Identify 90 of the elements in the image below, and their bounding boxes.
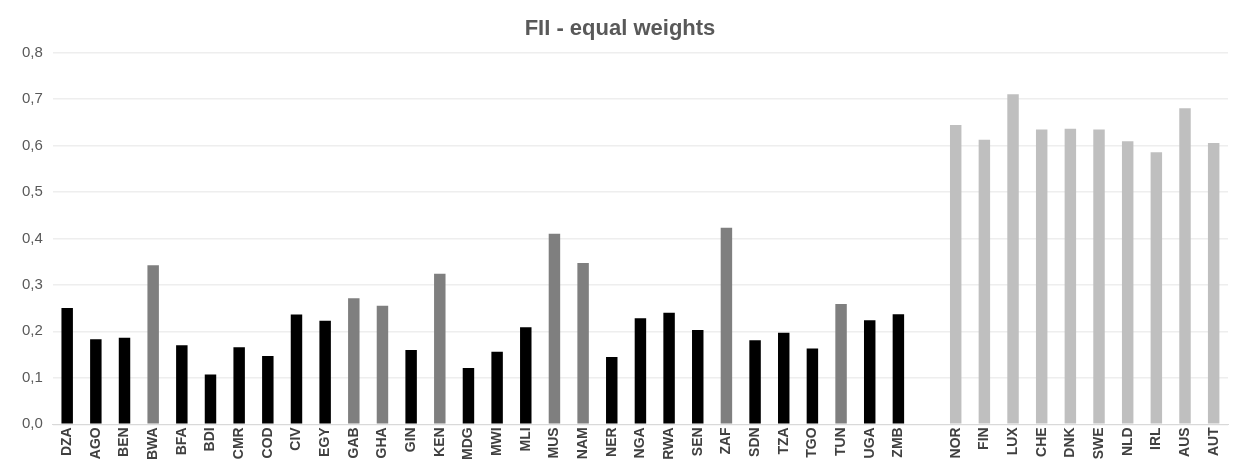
x-tick-label: NAM [573, 427, 590, 460]
bar [749, 340, 761, 424]
x-tick-label: LUX [1003, 426, 1020, 456]
y-tick-label: 0,6 [21, 135, 43, 153]
bar [949, 124, 962, 424]
bar [548, 233, 561, 424]
bar [1150, 152, 1163, 424]
y-tick-label: 0,5 [21, 182, 43, 200]
bar [835, 303, 847, 424]
bar [577, 263, 589, 424]
x-tick-label: MWI [487, 427, 504, 457]
x-tick-label: SWE [1089, 427, 1106, 460]
bar [1007, 94, 1019, 424]
bar [462, 368, 475, 424]
bar [491, 351, 503, 424]
bar [1207, 143, 1220, 424]
x-tick-label: GIN [401, 427, 418, 453]
bar [376, 305, 389, 424]
bar [405, 349, 417, 424]
x-tick-label: MLI [516, 427, 533, 452]
x-tick-label: SEN [688, 427, 705, 457]
bar [720, 227, 733, 424]
x-tick-label: NGA [631, 427, 648, 459]
x-tick-label: BWA [144, 427, 161, 461]
bar [1121, 141, 1134, 424]
x-tick-label: AUT [1204, 426, 1221, 457]
y-tick-label: 0,8 [21, 42, 43, 60]
x-tick-label: IRL [1147, 426, 1164, 450]
bar [778, 332, 790, 424]
y-tick-label: 0,0 [21, 414, 43, 432]
y-tick-label: 0,2 [21, 321, 43, 339]
bar [520, 327, 532, 424]
x-tick-label: NER [602, 427, 619, 457]
bar [233, 347, 245, 424]
x-tick-label: ZMB [889, 427, 906, 458]
x-tick-label: CIV [287, 426, 304, 451]
x-tick-label: RWA [659, 427, 676, 460]
bar [1179, 108, 1191, 424]
x-tick-label: AUS [1175, 427, 1192, 457]
x-tick-label: TGO [803, 427, 820, 458]
x-tick-label: ZAF [717, 426, 734, 455]
bar [348, 298, 360, 424]
bar [892, 314, 905, 424]
x-tick-label: TUN [831, 427, 848, 457]
bar [118, 337, 131, 424]
x-tick-label: TZA [774, 427, 791, 455]
x-tick-label: GHA [373, 427, 390, 459]
x-tick-label: SDN [745, 427, 762, 457]
bar [606, 356, 618, 424]
bar [61, 308, 73, 424]
bar [204, 374, 217, 424]
x-tick-label: GAB [344, 427, 361, 459]
x-tick-label: EGY [316, 426, 332, 457]
bar [434, 273, 446, 424]
bar [90, 339, 102, 424]
x-tick-label: AGO [86, 427, 103, 460]
x-tick-label: FIN [975, 427, 992, 450]
bar [1064, 128, 1077, 424]
x-tick-label: CMR [230, 427, 247, 460]
bar [319, 320, 331, 424]
x-tick-label: UGA [860, 427, 877, 459]
x-tick-label: MUS [545, 427, 562, 459]
x-tick-label: BDI [201, 427, 218, 452]
x-tick-label: CHE [1032, 427, 1049, 457]
y-tick-label: 0,1 [21, 367, 43, 385]
y-tick-label: 0,7 [21, 89, 43, 107]
x-tick-label: DNK [1061, 427, 1078, 458]
bar [1093, 129, 1105, 424]
x-tick-label: COD [258, 427, 275, 459]
bar [262, 355, 274, 424]
x-tick-label: DZA [58, 427, 75, 457]
bar [634, 318, 647, 424]
x-tick-label: NOR [946, 427, 963, 459]
bar [978, 139, 991, 424]
bar [1035, 129, 1048, 424]
chart-title: FII - equal weights [524, 15, 716, 41]
y-tick-label: 0,3 [21, 275, 43, 292]
bar [290, 314, 303, 424]
bar [863, 320, 876, 424]
bar [806, 348, 819, 424]
x-tick-label: KEN [430, 427, 447, 457]
bar [663, 312, 675, 424]
x-tick-label: NLD [1118, 427, 1135, 457]
x-tick-label: BFA [172, 427, 189, 456]
bar [147, 265, 159, 424]
bar [176, 345, 188, 424]
y-tick-label: 0,4 [21, 228, 43, 246]
bar [692, 329, 704, 424]
x-tick-label: MDG [459, 427, 476, 461]
x-tick-label: BEN [115, 427, 132, 457]
